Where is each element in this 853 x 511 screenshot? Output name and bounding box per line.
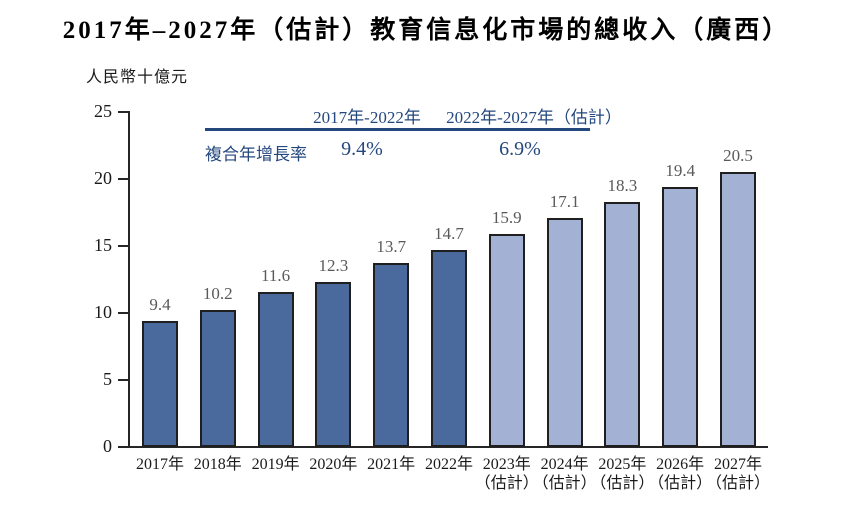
x-tick-sublabel: （估計）: [532, 475, 597, 492]
chart-title: 2017年–2027年（估計）教育信息化市場的總收入（廣西）: [62, 17, 791, 44]
cagr-period-2-value: 6.9%: [499, 138, 541, 160]
bar-2021年: [373, 263, 410, 447]
bar-value-label: 11.6: [261, 265, 291, 285]
bar-value-label: 18.3: [607, 175, 638, 195]
y-tick-label: 5: [103, 369, 112, 389]
cagr-row-label: 複合年增長率: [205, 145, 307, 164]
bar-value-label: 13.7: [376, 237, 407, 257]
bar-value-label: 20.5: [723, 146, 753, 166]
x-tick-label: 2019年: [251, 456, 300, 473]
x-tick-sublabel: （估計）: [705, 475, 770, 492]
bar-2019年: [257, 291, 294, 447]
bar-value-label: 14.7: [434, 224, 464, 243]
bar-2017年: [142, 321, 178, 447]
bar-value-label: 12.3: [318, 256, 349, 276]
y-tick-label: 10: [94, 302, 112, 322]
y-tick-mark: [118, 245, 130, 247]
x-axis-line: [123, 446, 768, 448]
x-tick-label: 2021年: [367, 456, 416, 473]
bar-value-label: 17.1: [549, 191, 580, 211]
x-tick-label: 2018年: [193, 456, 242, 473]
bar-2025年: [604, 201, 641, 447]
bar-2024年: [546, 217, 583, 447]
y-tick-mark: [118, 111, 130, 113]
x-tick-label: 2027年 （估計）: [692, 455, 784, 493]
y-tick-mark: [118, 446, 130, 448]
cagr-period-1-header: 2017年-2022年: [313, 108, 421, 127]
bar-2027年: [720, 172, 756, 447]
bar-2022年: [431, 250, 467, 447]
bar-value-label: 19.4: [665, 161, 696, 180]
x-tick-sublabel: （估計）: [474, 475, 539, 492]
bar-value-label: 9.4: [149, 295, 171, 314]
bar-2026年: [662, 187, 699, 447]
x-tick-label: 2020年: [309, 456, 358, 473]
y-tick-mark: [118, 312, 130, 314]
y-tick-label: 15: [94, 235, 112, 255]
y-axis-unit-label: 人民幣十億元: [86, 69, 189, 86]
x-tick-label: 2024年 （估計）: [519, 455, 611, 493]
x-tick-label: 2023年 （估計）: [461, 455, 553, 493]
cagr-period-1-value: 9.4%: [341, 138, 383, 160]
bar-value-label: 15.9: [491, 207, 522, 227]
x-tick-sublabel: （估計）: [590, 475, 655, 492]
x-tick-label: 2026年 （估計）: [634, 455, 726, 493]
x-tick-label: 2017年: [135, 456, 184, 473]
y-tick-mark: [118, 178, 130, 180]
y-axis-line: [128, 112, 130, 448]
bar-2020年: [315, 282, 352, 447]
x-tick-label: 2025年 （估計）: [576, 455, 668, 493]
y-tick-label: 0: [103, 436, 112, 456]
y-tick-label: 25: [94, 101, 112, 121]
y-tick-mark: [118, 379, 130, 381]
cagr-underline-rule: [205, 128, 590, 131]
bar-2018年: [199, 310, 236, 447]
x-tick-label: 2022年: [424, 456, 473, 473]
x-tick-sublabel: （估計）: [648, 475, 713, 492]
bar-value-label: 10.2: [202, 284, 233, 304]
bar-2023年: [488, 233, 525, 447]
y-tick-label: 20: [94, 168, 112, 188]
cagr-period-2-header: 2022年-2027年（估計）: [446, 108, 622, 127]
